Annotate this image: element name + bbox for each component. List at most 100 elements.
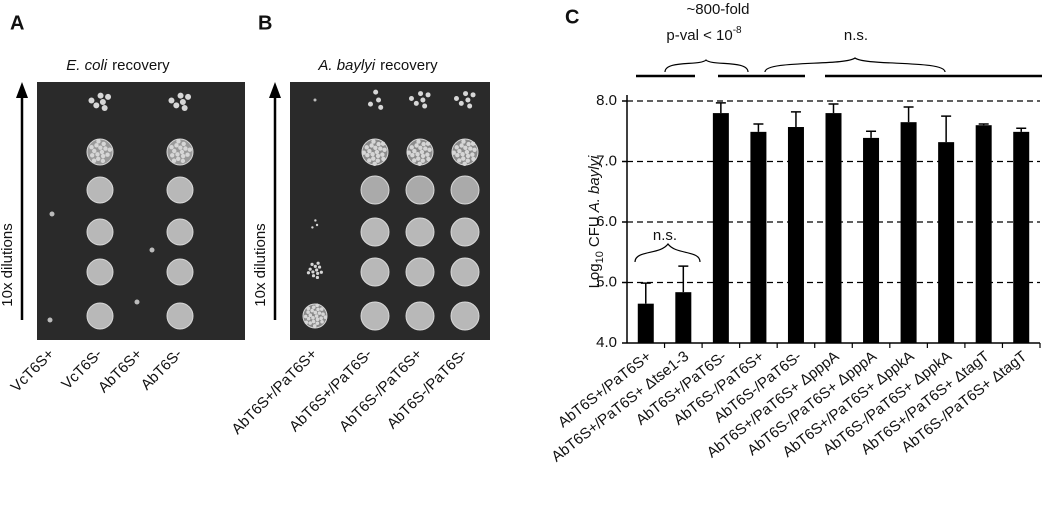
y-tick-label: 4.0	[596, 334, 617, 351]
colony	[315, 223, 319, 227]
colony	[422, 103, 428, 109]
colony-spot	[360, 301, 390, 331]
error-bar	[866, 130, 877, 138]
plate	[37, 82, 245, 340]
colony-spot	[166, 302, 194, 330]
colony-spot	[166, 176, 194, 204]
colony	[465, 153, 471, 159]
bar	[750, 131, 767, 343]
colony	[409, 145, 414, 150]
error-bar	[640, 282, 651, 304]
colony-spot	[86, 302, 114, 330]
colony	[179, 149, 185, 155]
colony-spot	[405, 301, 435, 331]
colony-spot	[450, 301, 480, 331]
colony	[323, 315, 328, 319]
colony	[464, 149, 470, 155]
colony	[311, 319, 316, 324]
colony	[91, 158, 97, 163]
colony	[315, 321, 320, 326]
colony	[95, 152, 100, 157]
colony	[370, 152, 375, 157]
colony	[306, 271, 311, 275]
lane-label: AbT6S+	[95, 345, 146, 396]
error-bar	[978, 123, 989, 126]
colony	[98, 145, 103, 150]
colony	[468, 146, 473, 151]
colony	[319, 316, 323, 320]
colony	[375, 153, 381, 159]
colony	[321, 312, 325, 316]
colony	[92, 148, 97, 154]
error-bar	[715, 102, 726, 114]
colony-spot	[166, 218, 194, 246]
colony	[105, 152, 110, 157]
plate	[290, 82, 490, 340]
colony	[89, 153, 95, 158]
colony	[461, 139, 466, 144]
annotation: p-val < 10-8	[666, 25, 742, 44]
colony	[93, 102, 100, 109]
colony	[420, 97, 426, 103]
colony	[471, 156, 476, 162]
colony	[412, 158, 417, 163]
colony	[313, 264, 317, 268]
lane-label: AbT6S-	[138, 346, 186, 394]
colony	[319, 270, 323, 274]
colony	[314, 314, 319, 318]
colony	[465, 97, 471, 103]
y-label: 10x dilutions	[252, 223, 269, 306]
colony	[426, 156, 431, 162]
colony-spot	[86, 218, 114, 246]
colony	[303, 314, 308, 319]
y-title-sub: 10	[594, 251, 606, 263]
colony	[425, 152, 430, 157]
colony	[107, 147, 113, 152]
title-rest: recovery	[112, 57, 170, 74]
colony	[311, 274, 316, 278]
colony	[311, 270, 315, 274]
bar	[787, 127, 804, 343]
colony	[380, 141, 386, 146]
colony	[96, 156, 101, 161]
colony	[421, 141, 426, 147]
colony	[423, 146, 428, 151]
colony	[365, 153, 370, 158]
colony	[369, 143, 374, 148]
colony	[176, 156, 181, 161]
error-bar	[790, 111, 801, 128]
colony	[89, 145, 94, 150]
colony	[460, 152, 465, 157]
colony-spot	[405, 217, 435, 247]
colony	[420, 158, 426, 163]
colony	[378, 104, 384, 110]
colony	[367, 148, 372, 154]
arrow-head	[16, 82, 28, 98]
title-italic: E. coli	[66, 57, 108, 74]
colony	[174, 143, 179, 148]
colony	[187, 147, 193, 152]
bar	[900, 122, 917, 343]
bar	[675, 292, 692, 343]
colony	[315, 275, 320, 280]
bar	[1013, 131, 1030, 343]
colony	[173, 102, 180, 109]
colony	[99, 99, 106, 105]
lane-label: VcT6S+	[8, 345, 58, 395]
colony	[455, 153, 460, 158]
y-tick-label: 6.0	[596, 213, 617, 230]
colony	[183, 146, 188, 151]
y-tick-label: 5.0	[596, 273, 617, 290]
colony	[310, 262, 314, 267]
colony	[461, 156, 466, 161]
colony	[320, 319, 324, 324]
colony	[408, 96, 414, 102]
panel-title: E. coli recovery	[66, 57, 170, 74]
colony	[180, 158, 186, 164]
colony	[149, 247, 155, 253]
colony	[406, 150, 411, 155]
colony	[103, 146, 108, 151]
brackets	[634, 57, 1042, 263]
colony	[169, 153, 175, 158]
colony	[367, 158, 372, 163]
